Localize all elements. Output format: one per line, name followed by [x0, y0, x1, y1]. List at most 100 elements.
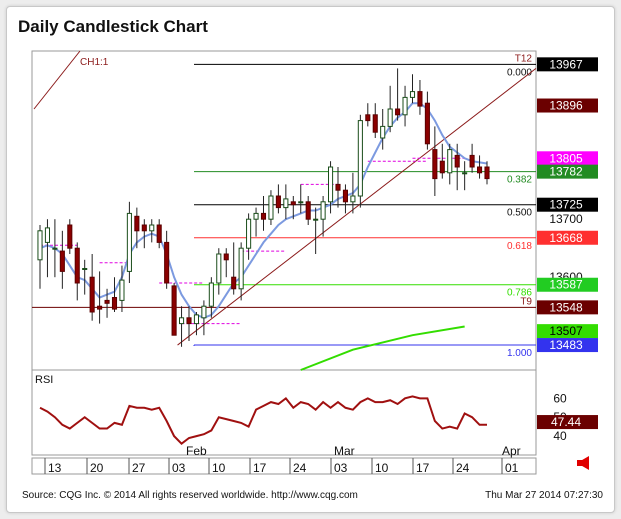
candle-up: [238, 247, 244, 290]
month-label: Apr: [502, 444, 521, 458]
fib-label: 0.382: [507, 175, 532, 186]
channel-label: CH1:1: [80, 57, 109, 68]
candle-down: [97, 305, 103, 310]
candle-up: [462, 172, 468, 175]
candle-down: [469, 154, 475, 168]
fib-label: 0.786: [507, 288, 532, 299]
candle-up: [149, 224, 155, 232]
price-label: 13507: [549, 324, 583, 338]
x-tick-label: 27: [132, 461, 146, 475]
candle-up: [298, 201, 304, 204]
price-label-bg: [537, 230, 598, 245]
candle-up: [52, 247, 58, 250]
candle-down: [171, 285, 177, 336]
price-plot-area: [31, 50, 537, 371]
price-label-bg: [537, 57, 598, 72]
x-tick-label: 24: [456, 461, 470, 475]
price-label: 13967: [549, 57, 583, 71]
candle-down: [104, 299, 110, 304]
x-tick-label: 24: [293, 461, 307, 475]
candle-down: [454, 154, 460, 168]
candle-down: [432, 149, 438, 180]
candle-up: [350, 195, 356, 203]
candle-up: [283, 198, 289, 209]
rsi-label: RSI: [35, 374, 53, 386]
x-tick-label: 03: [172, 461, 186, 475]
left-arrow-icon[interactable]: [577, 456, 589, 470]
candle-down: [484, 166, 490, 180]
rsi-plot-area: [31, 369, 537, 456]
candle-up: [409, 91, 416, 98]
candle-down: [156, 224, 162, 243]
price-label: 13700: [549, 212, 583, 226]
candle-up: [357, 120, 363, 197]
rsi-line: [39, 395, 487, 445]
candle-down: [59, 250, 65, 272]
x-tick-label: 01: [505, 461, 519, 475]
candle-down: [141, 224, 147, 232]
month-label: Feb: [186, 444, 207, 458]
price-label-bg: [537, 197, 598, 212]
price-labels: 1396713896138051378213725137001366813600…: [537, 57, 598, 353]
candle-up: [37, 230, 43, 261]
price-label: 13587: [549, 278, 583, 292]
price-label: 13483: [549, 338, 583, 352]
rsi-value-bg: [537, 415, 598, 430]
price-label: 13805: [549, 151, 583, 165]
candle-down: [89, 276, 95, 313]
candle-up: [268, 195, 274, 220]
candle-up: [402, 96, 408, 116]
chart-title: Daily Candlestick Chart: [18, 17, 208, 36]
candle-up: [380, 125, 386, 139]
fib-label: 0.500: [507, 208, 532, 219]
price-label-bg: [537, 151, 598, 166]
rsi-pane: RSI60504047.44: [35, 374, 598, 445]
marker-label: T12: [515, 53, 533, 64]
price-pane: CH1:1 0.000 0.382 0.500 0.618 0.786 1.000 T12 T9: [32, 50, 537, 371]
candle-down: [260, 212, 267, 220]
candle-down: [67, 224, 73, 249]
x-tick-label: 10: [212, 461, 226, 475]
candle-up: [82, 268, 88, 270]
candle-down: [335, 183, 341, 191]
fib-label: 1.000: [507, 348, 532, 359]
candle-down: [424, 102, 430, 145]
candle-down: [290, 201, 296, 206]
candle-up: [387, 108, 393, 127]
fib-label: 0.618: [507, 241, 532, 252]
candle-up: [328, 166, 334, 203]
rsi-value-label: 47.44: [551, 415, 581, 429]
candle-up: [320, 201, 326, 220]
candle-up: [313, 218, 319, 221]
x-tick-label: 20: [90, 461, 104, 475]
candle-up: [216, 253, 222, 284]
candle-down: [342, 189, 348, 203]
green-ma-line: [300, 325, 465, 371]
candle-down: [134, 215, 140, 232]
candle-down: [417, 91, 423, 107]
timestamp-footer: Thu Mar 27 2014 07:27:30: [485, 490, 603, 501]
candle-down: [223, 253, 229, 261]
candle-down: [186, 317, 192, 325]
price-label-bg: [537, 164, 598, 179]
x-tick-label: 13: [48, 461, 62, 475]
price-label-bg: [537, 338, 598, 353]
candle-up: [253, 212, 259, 220]
marker-label: T9: [520, 296, 532, 307]
price-label-bg: [537, 324, 598, 339]
rsi-tick-label: 40: [553, 429, 567, 443]
candle-down: [439, 160, 445, 174]
candle-up: [44, 227, 50, 243]
fib-label: 0.000: [507, 67, 532, 78]
candle-down: [164, 241, 170, 284]
candle-down: [111, 297, 118, 310]
price-label: 13725: [549, 198, 583, 212]
candle-down: [477, 166, 483, 174]
candle-down: [275, 195, 281, 209]
channel-line: [33, 50, 81, 110]
candle-down: [305, 201, 311, 220]
chart-frame: [31, 50, 537, 475]
candle-up: [179, 317, 185, 325]
rsi-tick-label: 60: [553, 391, 567, 405]
